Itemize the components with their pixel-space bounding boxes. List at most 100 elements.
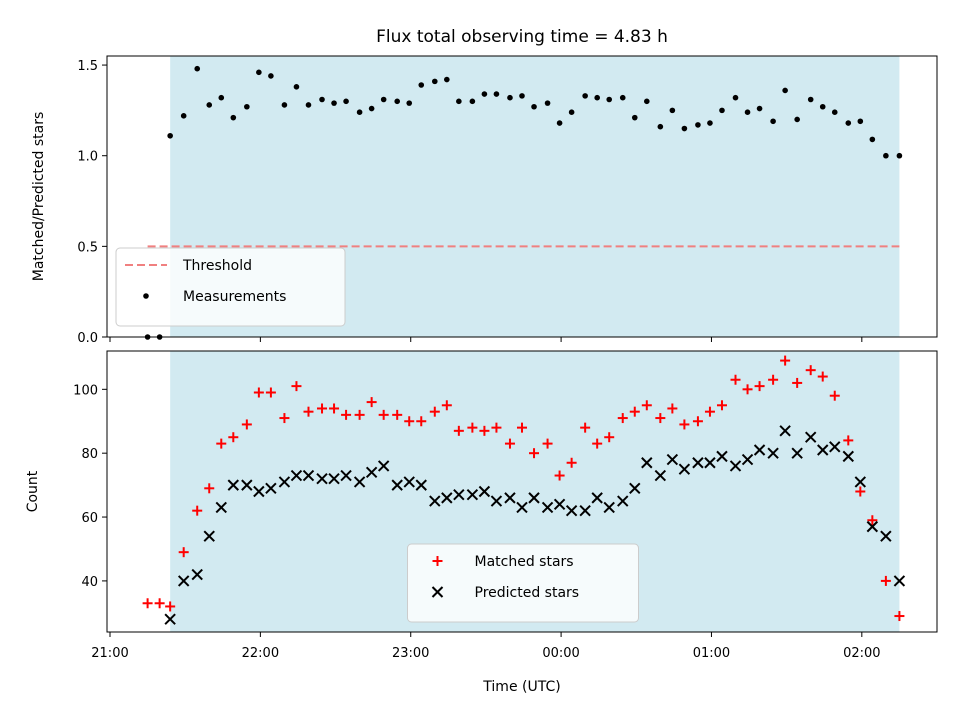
data-point <box>817 444 829 456</box>
data-point <box>206 102 213 108</box>
panel-2-legend: Matched stars Predicted stars <box>407 543 639 623</box>
data-point <box>517 422 527 433</box>
legend-label: Threshold <box>182 258 252 274</box>
data-point <box>178 547 189 558</box>
data-point-stroke <box>403 476 415 488</box>
data-point-stroke <box>617 495 629 507</box>
legend-label: Measurements <box>183 289 286 305</box>
data-point <box>767 447 779 459</box>
data-point <box>404 416 415 427</box>
data-point <box>742 384 753 395</box>
data-point-stroke <box>377 460 390 472</box>
data-point <box>368 105 375 112</box>
data-point <box>817 371 828 382</box>
data-point-stroke <box>415 479 427 491</box>
data-point-stroke <box>779 425 791 437</box>
legend-marker <box>432 556 443 566</box>
data-point <box>544 100 551 106</box>
legend-marker <box>431 586 444 598</box>
y-tick-label: 0.0 <box>77 331 98 346</box>
data-point-stroke <box>490 495 503 507</box>
data-point <box>629 406 640 417</box>
data-point <box>192 505 203 516</box>
data-point-stroke <box>453 488 465 501</box>
panel-1-series-1 <box>144 65 903 340</box>
y-tick-label: 100 <box>73 383 98 398</box>
data-point <box>768 374 779 385</box>
data-point-stroke <box>541 501 554 514</box>
data-point-stroke <box>629 482 641 495</box>
y-tick-label: 1.0 <box>77 150 98 165</box>
data-point <box>843 435 854 446</box>
data-point <box>579 504 591 517</box>
panel-ratio: 0.0 0.5 1.0 1.5 Matched/Predicted stars Thres… <box>31 55 938 346</box>
data-point <box>805 365 816 376</box>
data-point-stroke <box>215 501 227 514</box>
data-point-stroke <box>741 453 754 466</box>
data-point <box>807 96 814 103</box>
data-point <box>896 152 903 159</box>
data-point <box>754 381 765 392</box>
x-axis-label: Time (UTC) <box>482 679 560 695</box>
data-point <box>756 105 763 112</box>
data-point <box>466 488 479 501</box>
data-point <box>481 91 488 97</box>
data-point <box>227 479 240 491</box>
data-point <box>177 575 190 587</box>
data-point <box>753 444 766 456</box>
data-point <box>831 109 838 115</box>
data-point <box>829 441 841 453</box>
data-point <box>782 87 788 94</box>
data-point-stroke <box>565 504 578 517</box>
data-point-stroke <box>678 463 691 475</box>
data-point <box>541 501 554 514</box>
data-point <box>529 448 540 459</box>
data-point <box>669 107 676 114</box>
data-point-stroke <box>753 444 766 456</box>
y-tick-label: 60 <box>81 511 98 526</box>
data-point <box>265 482 277 495</box>
data-point-stroke <box>893 575 906 587</box>
data-point <box>866 520 879 533</box>
data-point <box>704 406 715 417</box>
data-point <box>716 400 727 411</box>
data-point <box>165 601 176 612</box>
data-point <box>478 485 491 498</box>
data-point <box>779 425 791 437</box>
data-point-stroke <box>227 479 240 491</box>
data-point <box>528 492 540 504</box>
data-point <box>730 374 741 385</box>
data-point <box>695 122 701 128</box>
data-point <box>568 109 575 115</box>
panel-1-legend: Threshold Measurements <box>115 247 346 327</box>
data-point-stroke <box>278 476 291 488</box>
data-point <box>644 98 650 105</box>
data-point <box>791 447 803 459</box>
data-point <box>341 409 352 420</box>
data-point <box>380 96 387 103</box>
data-point <box>340 469 352 482</box>
data-point <box>829 390 840 401</box>
data-point <box>241 419 252 430</box>
legend-marker-stroke <box>431 586 444 598</box>
data-point <box>441 400 452 411</box>
data-point <box>582 93 588 99</box>
data-point-stroke <box>880 530 892 542</box>
data-point <box>469 98 476 105</box>
data-point <box>278 476 291 488</box>
data-point <box>356 109 363 115</box>
data-point <box>415 479 427 491</box>
data-point-stroke <box>429 495 441 507</box>
x-tick-label: 00:00 <box>542 646 579 661</box>
data-point <box>493 91 500 97</box>
data-point <box>845 120 852 126</box>
data-point <box>216 438 227 449</box>
data-point <box>215 501 227 514</box>
data-point <box>804 431 817 443</box>
data-point <box>204 483 215 494</box>
data-point <box>353 476 366 488</box>
data-point <box>281 102 288 108</box>
data-point <box>241 479 253 491</box>
data-point <box>641 400 652 411</box>
